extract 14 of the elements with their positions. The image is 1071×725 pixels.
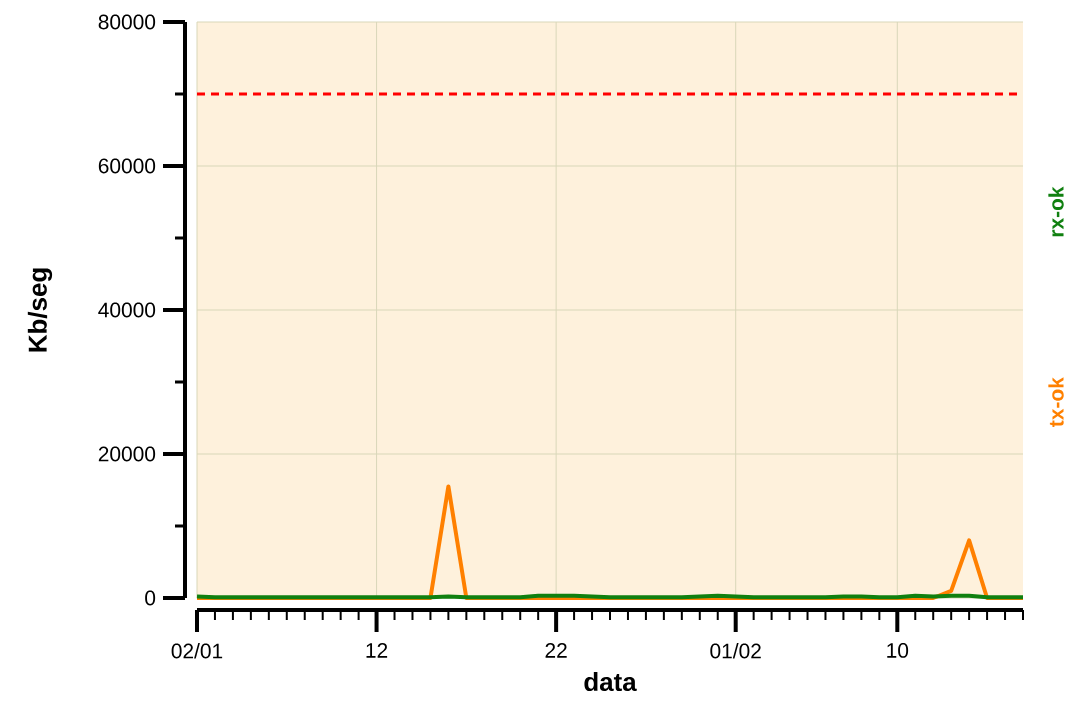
x-tick-label: 22 — [545, 643, 567, 658]
x-tick-label: 12 — [366, 643, 388, 658]
y-tick-label: 20000 — [98, 446, 156, 462]
text: tx-ok — [1048, 377, 1064, 427]
x-tick-label: 10 — [887, 643, 909, 658]
y-axis-title: Kb/seg — [27, 268, 53, 352]
y-tick-label: 60000 — [98, 158, 156, 174]
x-tick-label: 01/02 — [710, 643, 761, 659]
x-tick-label: 02/01 — [171, 643, 223, 659]
text: rx-ok — [1048, 186, 1064, 237]
y-tick-label: 0 — [145, 590, 156, 606]
y-tick-label: 80000 — [98, 14, 156, 30]
x-axis-title: data — [584, 672, 637, 692]
y-tick-label: 40000 — [98, 302, 156, 318]
